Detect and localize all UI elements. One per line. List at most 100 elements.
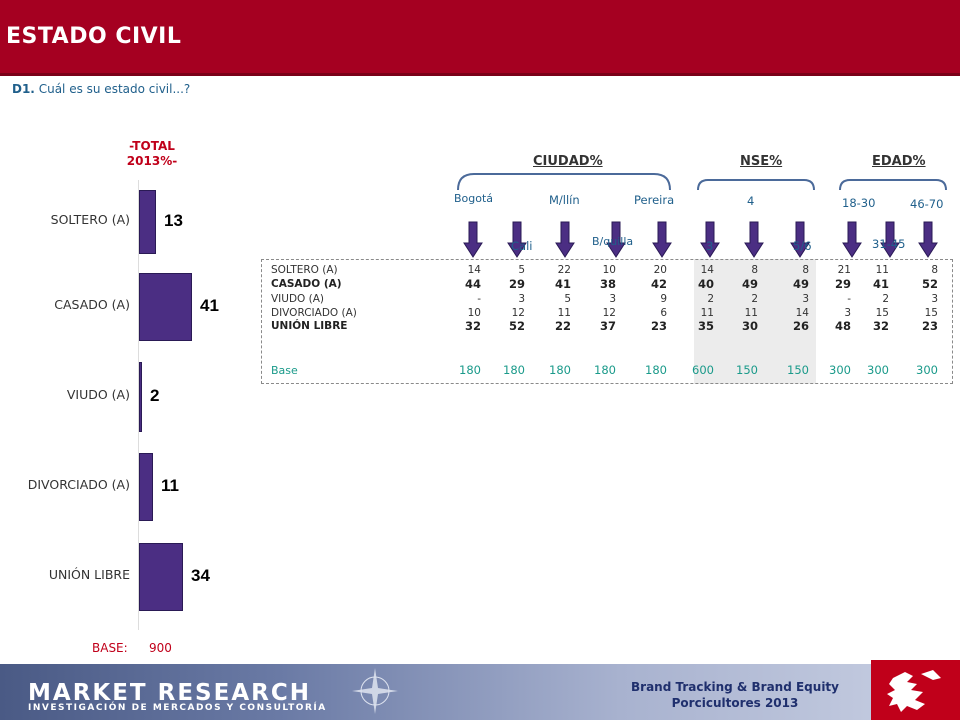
group-header-ciudad: CIUDAD% [533,154,603,169]
table-cell: 20 [653,264,667,276]
total-title-line1: -TOTAL [129,139,175,153]
table-base-label: Base [271,364,298,377]
bracket-edad [839,179,947,191]
chart-axis [138,180,139,630]
table-cell: 32 [464,319,481,333]
table-base-cell: 150 [736,363,758,377]
col-label-46-70: 46-70 [910,197,944,211]
bar [139,543,183,611]
bar-value-label: 34 [191,566,210,585]
table-cell: 52 [508,319,525,333]
category-label: SOLTERO (A) [50,212,130,227]
table-cell: - [477,293,481,305]
table-base-cell: 300 [916,363,938,377]
table-cell: 8 [751,264,758,276]
brand-logo-text: MARKET RESEARCH [28,680,311,706]
column-arrow [652,221,672,258]
report-title-line1: Brand Tracking & Brand Equity [631,680,839,694]
bar-value-label: 13 [164,211,183,230]
table-cell: 52 [921,277,938,291]
column-arrow [555,221,575,258]
table-cell: 9 [660,293,667,305]
table-cell: 6 [660,307,667,319]
table-base-cell: 180 [503,363,525,377]
table-cell: 41 [872,277,889,291]
category-label: DIVORCIADO (A) [27,477,130,492]
question-code: D1. [12,82,35,96]
column-arrow [842,221,862,258]
table-cell: 29 [508,277,525,291]
table-cell: 22 [557,264,571,276]
table-cell: - [847,293,851,305]
table-cell: 30 [741,319,758,333]
table-cell: 38 [599,277,616,291]
group-header-nse: NSE% [740,154,783,169]
table-cell: 3 [609,293,616,305]
col-label-mllin: M/llín [549,193,580,207]
col-label-18-30: 18-30 [842,196,876,210]
table-cell: 41 [554,277,571,291]
table-base-cell: 600 [692,363,714,377]
table-cell: 14 [795,307,809,319]
table-cell: 2 [882,293,889,305]
bar [139,362,142,432]
header-band: ESTADO CIVIL [0,0,960,76]
client-logo [871,660,960,720]
bracket-ciudad [457,173,671,191]
category-label: CASADO (A) [54,297,130,312]
table-cell: 26 [792,319,809,333]
col-label-nse4: 4 [747,194,755,208]
table-cell: 40 [697,277,714,291]
table-cell: 35 [697,319,714,333]
table-cell: 15 [875,307,889,319]
data-table-frame [261,259,953,384]
table-cell: 11 [700,307,714,319]
bar [139,273,192,341]
table-cell: 3 [844,307,851,319]
table-cell: 29 [834,277,851,291]
table-cell: 23 [921,319,938,333]
table-base-cell: 180 [549,363,571,377]
page-title: ESTADO CIVIL [6,24,182,49]
table-row-label: UNIÓN LIBRE [271,320,348,332]
table-base-cell: 300 [867,363,889,377]
table-cell: 21 [837,264,851,276]
base-value: 900 [149,641,172,655]
table-cell: 10 [602,264,616,276]
table-cell: 5 [518,264,525,276]
category-label: UNIÓN LIBRE [48,567,130,582]
table-cell: 37 [599,319,616,333]
table-cell: 48 [834,319,851,333]
table-cell: 12 [511,307,525,319]
compass-rose-icon [352,668,398,714]
bar-value-label: 41 [200,296,219,315]
col-label-cali: Cali [511,239,533,253]
table-row-label: DIVORCIADO (A) [271,307,357,319]
report-title-line2: Porcicultores 2013 [671,696,799,710]
group-header-edad: EDAD% [872,154,926,169]
table-cell: 42 [650,277,667,291]
bracket-nse [697,179,815,191]
table-cell: 49 [792,277,809,291]
table-cell: 14 [700,264,714,276]
table-cell: 2 [707,293,714,305]
table-base-cell: 180 [594,363,616,377]
col-label-bquilla: B/quilla [592,235,634,248]
table-cell: 11 [557,307,571,319]
table-cell: 49 [741,277,758,291]
table-cell: 22 [554,319,571,333]
table-cell: 3 [518,293,525,305]
bar-value-label: 11 [161,476,179,495]
table-cell: 2 [751,293,758,305]
base-label: BASE: [92,641,128,655]
col-label-pereira: Pereira [634,193,675,207]
table-cell: 23 [650,319,667,333]
col-label-nse56: 5/6 [793,239,812,253]
brand-tagline: INVESTIGACIÓN DE MERCADOS Y CONSULTORÍA [28,703,327,713]
table-cell: 14 [467,264,481,276]
table-base-cell: 180 [645,363,667,377]
table-row-label: SOLTERO (A) [271,264,338,276]
table-row-label: CASADO (A) [271,278,342,290]
table-cell: 10 [467,307,481,319]
client-map-icon [887,670,941,712]
